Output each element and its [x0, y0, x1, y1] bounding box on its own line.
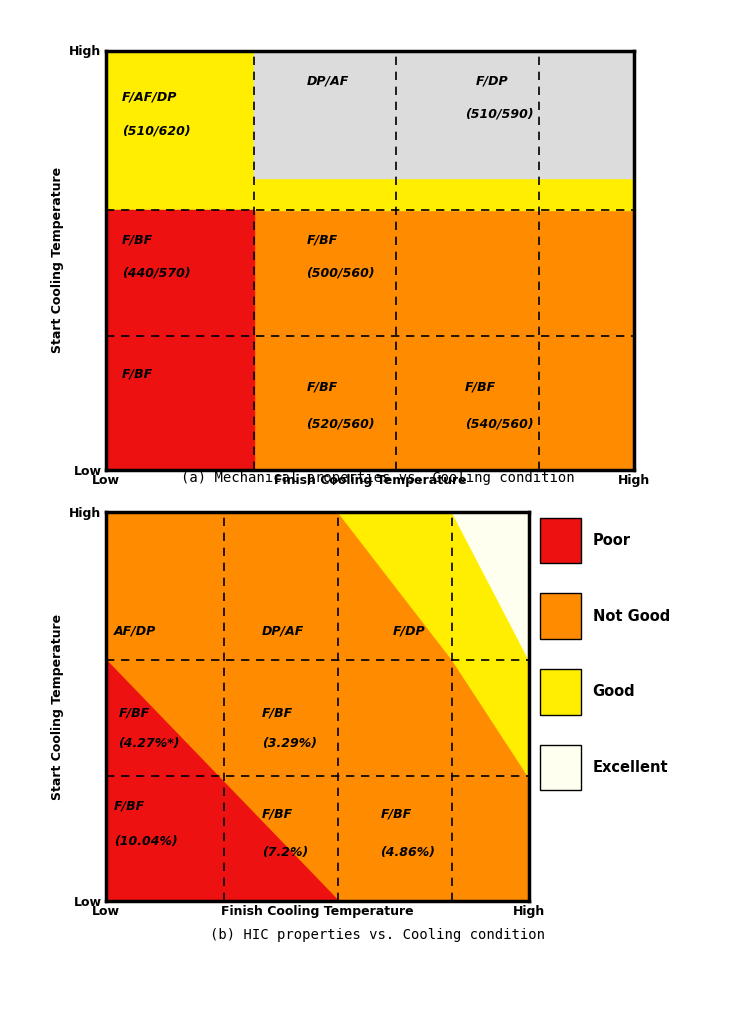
Text: (3.29%): (3.29%)	[262, 737, 317, 750]
Text: F/BF: F/BF	[262, 807, 293, 820]
Bar	[254, 179, 634, 210]
Text: F/DP: F/DP	[476, 74, 508, 87]
Bar	[106, 50, 254, 210]
Text: F/BF: F/BF	[122, 233, 153, 246]
Y-axis label: Start Cooling Temperature: Start Cooling Temperature	[51, 167, 63, 354]
Text: F/DP: F/DP	[393, 624, 426, 637]
Text: (4.86%): (4.86%)	[381, 846, 436, 860]
Text: DP/AF: DP/AF	[307, 74, 349, 87]
Polygon shape	[452, 512, 528, 660]
Text: (4.27%*): (4.27%*)	[119, 737, 180, 750]
Text: Excellent: Excellent	[593, 761, 668, 775]
Text: F/AF/DP: F/AF/DP	[122, 91, 177, 104]
Text: (520/560): (520/560)	[307, 418, 375, 430]
Text: AF/DP: AF/DP	[114, 624, 156, 637]
Bar	[254, 50, 634, 179]
Text: (a) Mechanical properties vs. Cooling condition: (a) Mechanical properties vs. Cooling co…	[180, 471, 575, 485]
Text: F/BF: F/BF	[114, 800, 145, 812]
Text: (b) HIC properties vs. Cooling condition: (b) HIC properties vs. Cooling condition	[210, 928, 545, 942]
Text: (10.04%): (10.04%)	[114, 834, 178, 847]
Y-axis label: Start Cooling Temperature: Start Cooling Temperature	[51, 613, 63, 800]
Text: F/BF: F/BF	[119, 706, 149, 719]
Text: (510/590): (510/590)	[465, 107, 534, 120]
Text: F/BF: F/BF	[262, 706, 293, 719]
Text: (510/620): (510/620)	[122, 124, 190, 137]
Text: (500/560): (500/560)	[307, 267, 375, 280]
Bar	[106, 210, 254, 470]
Text: Good: Good	[593, 685, 635, 699]
Text: F/BF: F/BF	[122, 368, 153, 381]
Polygon shape	[338, 512, 528, 777]
Text: Not Good: Not Good	[593, 609, 670, 623]
Text: F/BF: F/BF	[307, 380, 337, 393]
Text: F/BF: F/BF	[307, 233, 337, 246]
Text: F/BF: F/BF	[381, 807, 411, 820]
Text: (7.2%): (7.2%)	[262, 846, 308, 860]
Polygon shape	[106, 660, 338, 901]
Text: F/BF: F/BF	[465, 380, 496, 393]
Text: (540/560): (540/560)	[465, 418, 534, 430]
Text: (440/570): (440/570)	[122, 267, 190, 280]
Text: DP/AF: DP/AF	[262, 624, 304, 637]
Text: Poor: Poor	[593, 533, 630, 547]
